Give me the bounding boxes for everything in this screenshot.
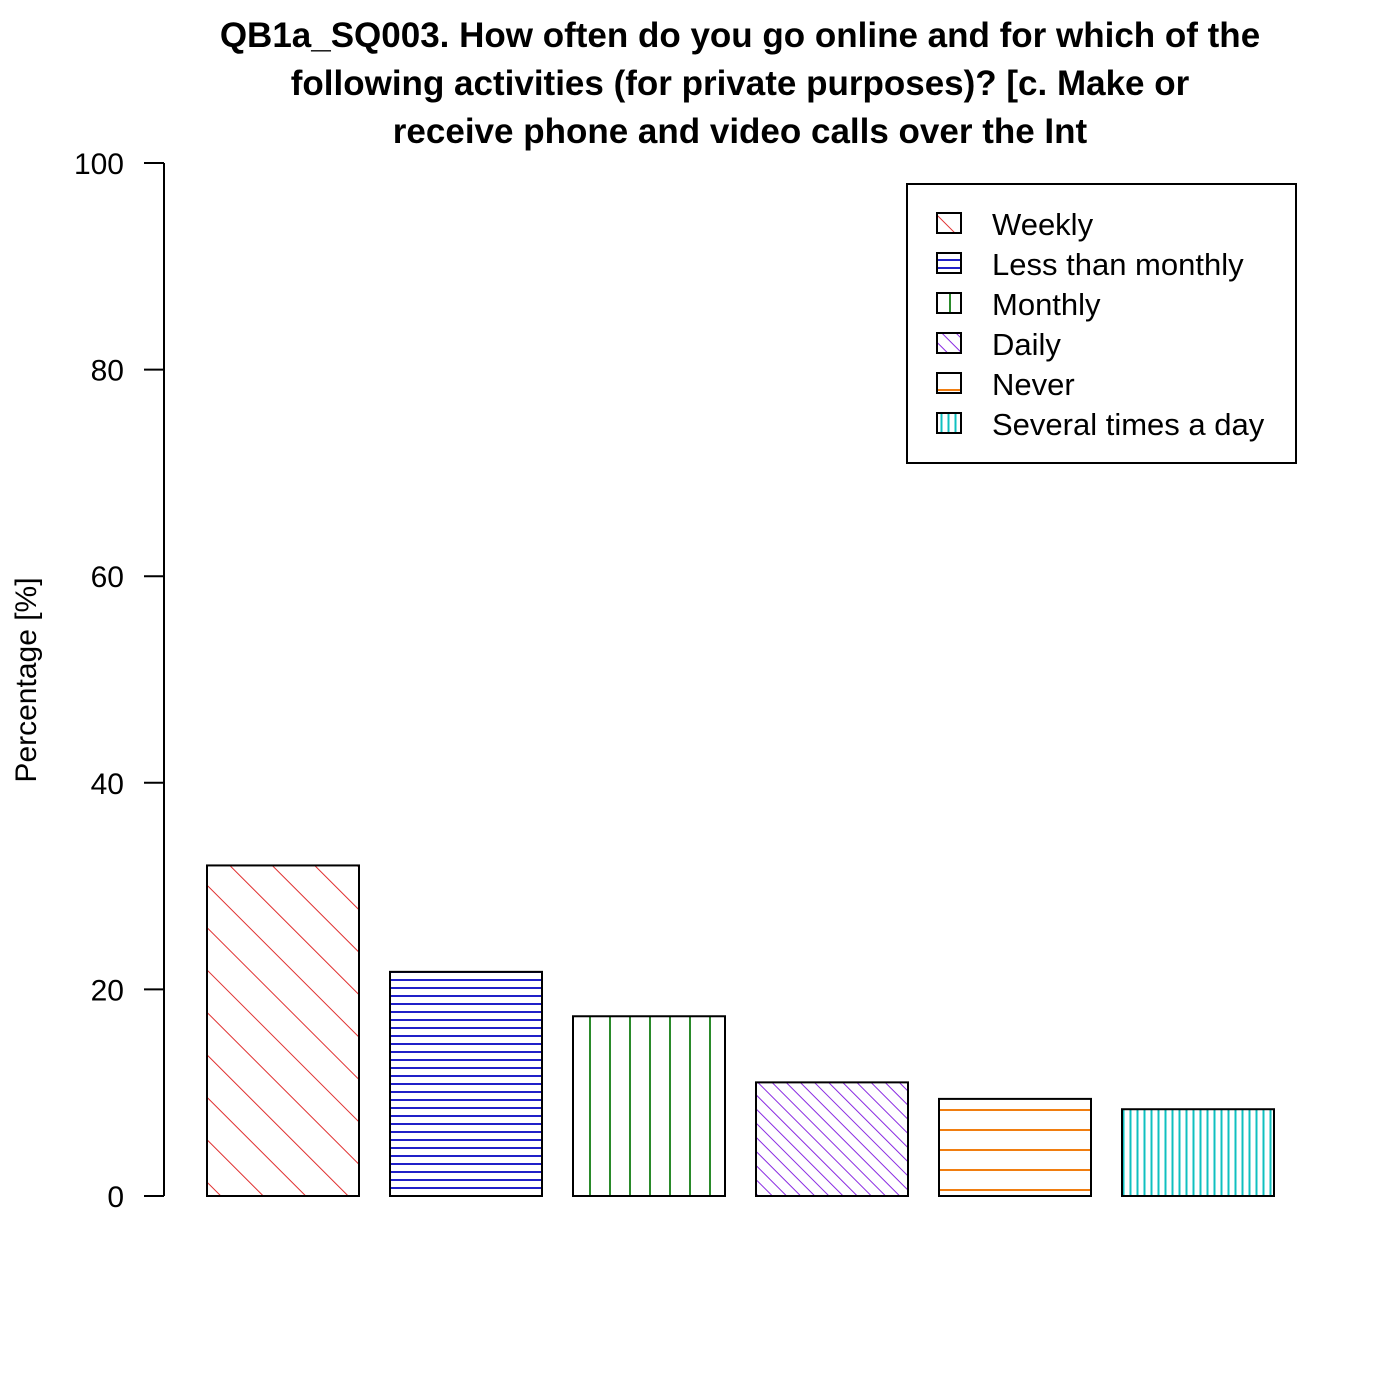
y-tick-label: 20 [91,974,124,1007]
y-tick-label: 80 [91,355,124,388]
bar-fill [207,865,359,1196]
y-axis-label: Percentage [%] [10,577,43,782]
bar-fill [939,1098,1091,1196]
legend-swatch-fill [937,213,961,233]
y-tick-label: 60 [91,561,124,594]
legend-swatch-fill [937,413,961,433]
y-tick-label: 0 [107,1181,124,1214]
bar-fill [1122,1109,1274,1196]
bar [389,970,543,1197]
legend-swatch [936,412,962,434]
legend-label: Daily [992,327,1061,362]
legend-label: Several times a day [992,407,1265,442]
bar-fill [756,1082,908,1196]
bar [938,1097,1092,1197]
bar [1121,1108,1275,1198]
legend-swatch [936,252,962,274]
bars [206,864,1275,1198]
legend-swatch [936,292,962,314]
legend-items: Weekly Less than monthly Monthly Daily Never… [936,207,1265,442]
chart-title: QB1a_SQ003. How often do you go online a… [220,16,1260,151]
chart-title-line-2: following activities (for private purpos… [291,64,1190,103]
legend-swatch [936,372,962,394]
y-tick-label: 100 [74,148,124,181]
bar-fill [390,971,542,1196]
chart-title-line-1: QB1a_SQ003. How often do you go online a… [220,16,1260,55]
legend-swatch-fill [937,333,961,353]
legend-swatch-fill [937,293,961,313]
legend-label: Weekly [992,207,1094,242]
y-axis-ticks: 0 20 40 60 80 100 [74,148,164,1214]
bar [206,864,360,1197]
bar-fill [573,1016,725,1196]
legend-swatch-fill [937,373,961,393]
bar [755,1081,909,1197]
legend-label: Never [992,367,1075,402]
legend-swatch [936,332,962,354]
bar [572,1015,726,1197]
chart-title-line-3: receive phone and video calls over the I… [393,112,1088,151]
legend-box [906,183,1297,464]
y-tick-label: 40 [91,768,124,801]
legend-label: Less than monthly [992,247,1244,282]
legend-swatch-fill [937,253,961,273]
legend-label: Monthly [992,287,1101,322]
legend: Weekly Less than monthly Monthly Daily Never… [906,183,1297,464]
legend-swatch [936,212,962,234]
